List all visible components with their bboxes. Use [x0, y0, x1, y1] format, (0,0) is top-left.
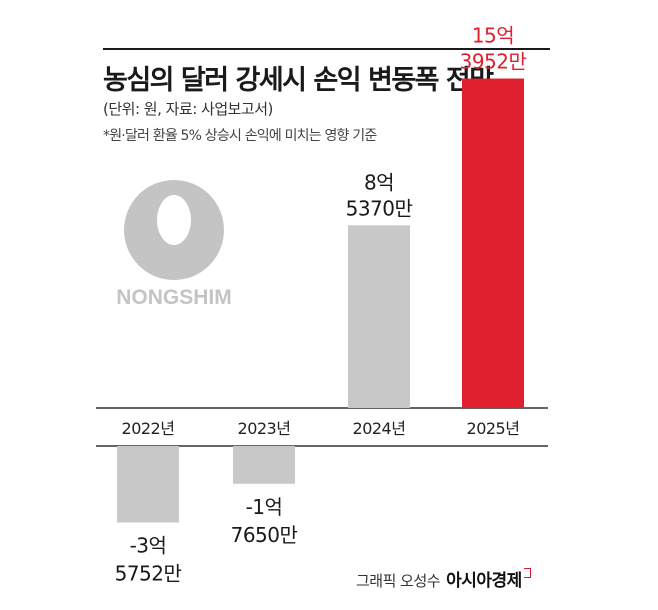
data-label-2023년-1: -1억 [246, 495, 283, 519]
basis-note: *원·달러 환율 5% 상승시 손익에 미치는 영향 기준 [103, 128, 377, 144]
data-label-2022년-1: -3억 [130, 534, 167, 558]
top-rule [103, 48, 550, 50]
bar-2024년 [348, 225, 410, 408]
chart-title: 농심의 달러 강세시 손익 변동폭 전망 [103, 65, 494, 96]
nongshim-logo: NONGSHIM [112, 178, 237, 323]
brand-name: 아시아경제 [446, 571, 522, 591]
graphic-credit: 그래픽 오성수 아시아경제 [356, 566, 531, 591]
bar-2025년 [462, 78, 524, 408]
bar-2023년 [233, 446, 295, 484]
tick-label-2022년: 2022년 [122, 419, 175, 438]
credit-text: 그래픽 오성수 [356, 572, 441, 590]
data-label-2024년-2: 5370만 [346, 196, 413, 220]
tick-label-2025년: 2025년 [467, 419, 520, 438]
tick-label-2024년: 2024년 [353, 419, 406, 438]
bar-2022년 [117, 446, 179, 523]
data-label-2025년-1: 15억 [472, 24, 514, 48]
data-label-2025년-2: 3952만 [460, 50, 527, 74]
data-label-2022년-2: 5752만 [115, 562, 182, 586]
data-label-2024년-1: 8억 [364, 170, 394, 194]
unit-note: (단위: 원, 자료: 사업보고서) [103, 100, 273, 118]
nongshim-logo-icon: NONGSHIM [116, 180, 232, 309]
tick-label-2023년: 2023년 [238, 419, 291, 438]
brand-mark-icon [523, 568, 531, 578]
logo-text: NONGSHIM [116, 286, 232, 309]
data-label-2023년-2: 7650만 [231, 523, 298, 547]
